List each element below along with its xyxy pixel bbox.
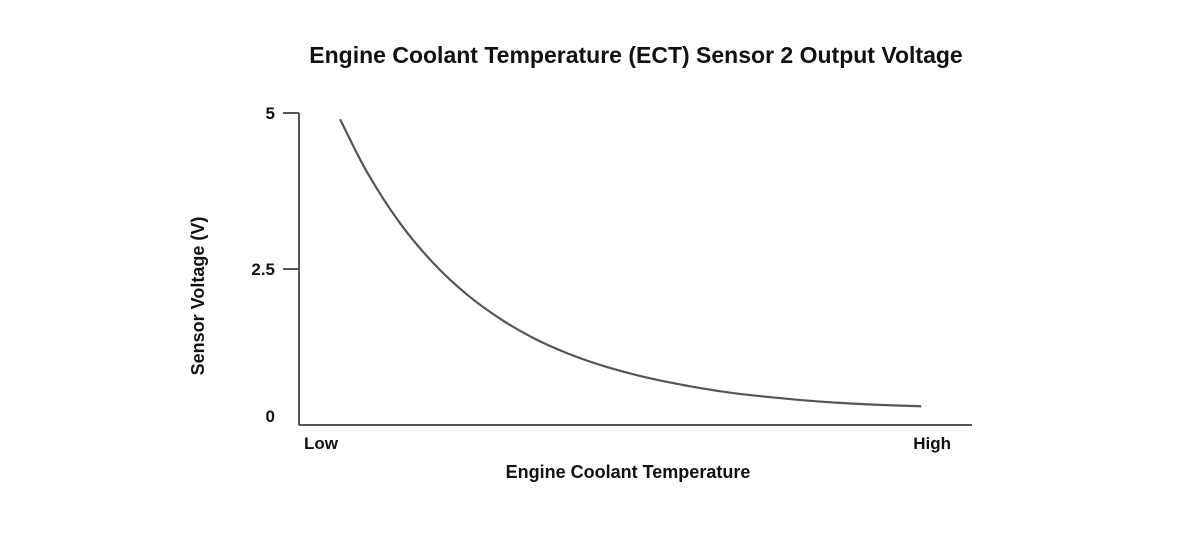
- y-axis-label: Sensor Voltage (V): [188, 217, 208, 376]
- y-tick-label: 2.5: [251, 260, 275, 279]
- ect-voltage-curve: [339, 118, 922, 408]
- x-axis-label: Engine Coolant Temperature: [506, 462, 751, 482]
- y-ticks: 52.50: [251, 104, 299, 426]
- x-tick-label: Low: [304, 434, 339, 453]
- x-tick-label: High: [913, 434, 951, 453]
- x-ticks: Low High: [304, 434, 951, 453]
- y-tick-label: 0: [266, 407, 275, 426]
- y-tick-label: 5: [266, 104, 275, 123]
- chart-title: Engine Coolant Temperature (ECT) Sensor …: [309, 42, 962, 68]
